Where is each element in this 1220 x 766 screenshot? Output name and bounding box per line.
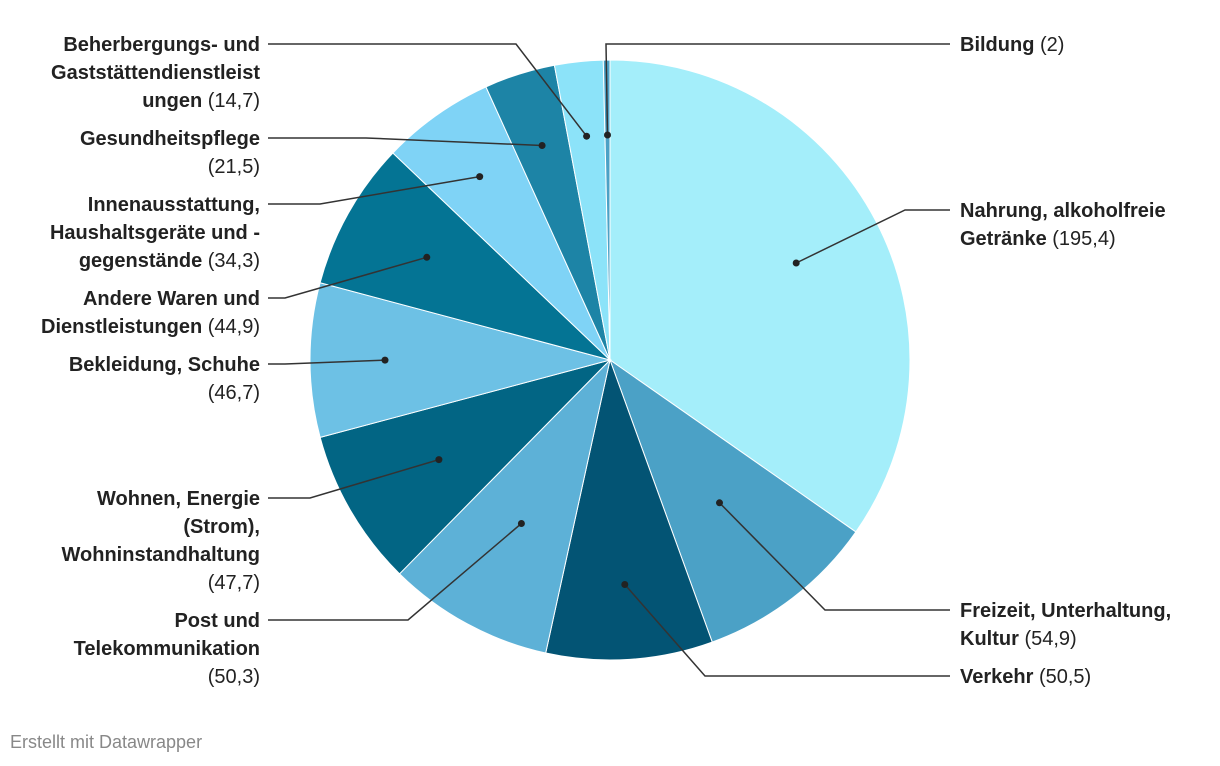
pie-slice [309, 282, 612, 439]
pie-slice [319, 359, 612, 575]
slice-label: Andere Waren und Dienstleistungen (44,9) [41, 288, 260, 338]
pie-slice [608, 358, 857, 643]
slice-label: Gesundheitspflege (21,5) [80, 128, 260, 178]
leader-line [795, 209, 950, 264]
pie-chart: Nahrung, alkoholfreie Getränke (195,4) Fre… [41, 34, 1171, 688]
leader-line [268, 175, 480, 205]
leader-line [718, 502, 950, 611]
leader-line [268, 137, 543, 147]
leader-dot [583, 132, 591, 140]
pie-slice [609, 59, 911, 533]
leader-dot [792, 259, 800, 267]
leader-dot [381, 356, 389, 364]
chart-credit: Erstellt mit Datawrapper [10, 732, 203, 752]
slice-label: Freizeit, Unterhaltung, Kultur (54,9) [960, 600, 1171, 650]
leader-line [268, 522, 522, 621]
pie-slice [398, 358, 611, 654]
leader-dot [716, 499, 723, 507]
slice-label: Bekleidung, Schuhe (46,7) [69, 354, 260, 404]
pie-slice [545, 358, 713, 661]
leader-line [268, 359, 386, 365]
slice-label: Verkehr (50,5) [960, 666, 1091, 688]
leader-dot [435, 456, 443, 464]
slice-label: Nahrung, alkoholfreie Getränke (195,4) [960, 200, 1166, 250]
slice-label: Beherbergungs- und Gaststättendienstleist… [51, 34, 260, 112]
leader-line [268, 458, 440, 499]
slice-label: Wohnen, Energie (Strom), Wohninstandhaltun… [62, 488, 261, 594]
leader-dot [621, 581, 629, 588]
leader-dot [604, 131, 611, 139]
leader-line [624, 584, 950, 677]
leader-line [605, 43, 950, 136]
leader-dot [517, 520, 525, 527]
leader-dot [423, 253, 431, 261]
pie-slice [319, 152, 611, 361]
slice-label: Bildung (2) [960, 34, 1064, 56]
slice-label: Innenausstattung, Haushaltsgeräte und -ge… [50, 194, 260, 272]
leader-dot [476, 173, 484, 181]
slice-label: Post und Telekommunikation (50,3) [74, 610, 260, 688]
leader-dot [538, 142, 546, 149]
leader-line [268, 256, 428, 299]
leader-line [268, 43, 588, 137]
